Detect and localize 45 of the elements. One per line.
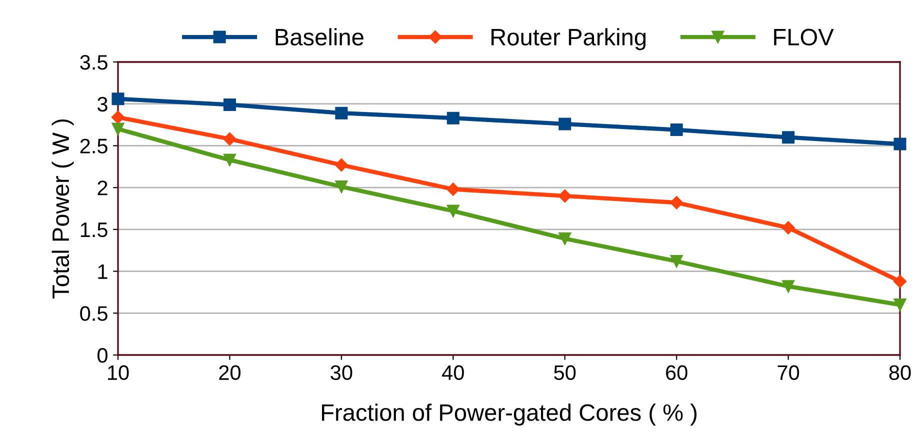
- x-tick-label: 70: [778, 365, 800, 380]
- legend-label: FLOV: [774, 28, 834, 46]
- point: [782, 131, 795, 144]
- x-tick-label: 10: [108, 365, 129, 380]
- x-tick-label: 40: [442, 365, 464, 380]
- point: [893, 274, 907, 288]
- point: [446, 112, 460, 124]
- x-tick-label: 20: [219, 365, 240, 380]
- point: [558, 118, 572, 130]
- x-tick-label: 60: [666, 365, 688, 380]
- point: [111, 110, 125, 124]
- point: [446, 204, 460, 218]
- point: [782, 280, 795, 293]
- legend-label: Baseline: [276, 28, 364, 46]
- y-tick-label: 3.5: [80, 55, 108, 70]
- x-tick-label: 50: [554, 365, 576, 380]
- point: [446, 182, 460, 196]
- point: [558, 232, 572, 245]
- point: [894, 138, 906, 150]
- y-tick-label: 1: [98, 264, 108, 279]
- point: [112, 92, 124, 106]
- point: [670, 196, 684, 210]
- point: [334, 158, 348, 172]
- point: [894, 298, 906, 312]
- point: [223, 98, 236, 111]
- point: [112, 122, 124, 136]
- x-tick-label: 80: [889, 365, 911, 380]
- point: [782, 221, 795, 234]
- point: [335, 106, 348, 120]
- legend-label: Router Parking: [492, 28, 646, 50]
- y-tick-label: 0: [98, 348, 108, 363]
- x-tick-label: 30: [330, 365, 352, 380]
- y-tick-label: 3: [97, 96, 108, 112]
- point: [670, 124, 683, 136]
- y-tick-label: 1.5: [80, 222, 108, 238]
- point: [558, 189, 572, 203]
- point: [670, 254, 683, 268]
- point: [223, 132, 236, 146]
- y-tick-label: 0.5: [80, 306, 108, 321]
- point: [335, 180, 348, 193]
- y-tick-label: 2: [98, 180, 108, 196]
- y-tick-label: 2.5: [80, 138, 108, 154]
- x-axis-title: Fraction of Power-gated Cores ( % ): [322, 404, 697, 426]
- point: [223, 154, 236, 166]
- y-axis-title: Total Power ( W ): [52, 119, 74, 298]
